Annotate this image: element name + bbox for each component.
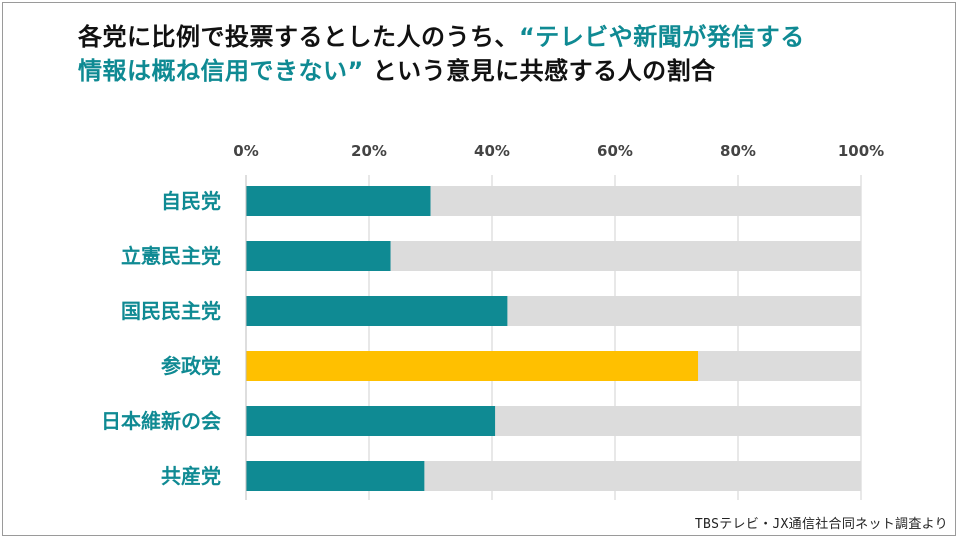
- x-tick-label: 100%: [838, 142, 884, 160]
- title-line1-highlight: “テレビや新聞が発信する: [519, 23, 805, 51]
- x-tick-label: 40%: [474, 142, 510, 160]
- bar: [246, 351, 699, 381]
- x-tick-label: 60%: [597, 142, 633, 160]
- category-label: 日本維新の会: [101, 409, 221, 433]
- category-label: 参政党: [161, 354, 221, 378]
- x-tick-label: 80%: [720, 142, 756, 160]
- title-line-2: 情報は概ね信用できない” という意見に共感する人の割合: [78, 54, 898, 88]
- category-label: 共産党: [161, 464, 221, 488]
- bar: [246, 461, 425, 491]
- source-note: TBSテレビ・JX通信社合同ネット調査より: [694, 517, 948, 532]
- title-line2-highlight: 情報は概ね信用できない”: [78, 57, 364, 85]
- bar: [246, 406, 496, 436]
- bar: [246, 296, 508, 326]
- category-label: 自民党: [161, 189, 221, 213]
- category-label: 国民民主党: [121, 299, 221, 323]
- title-line2-plain: という意見に共感する人の割合: [363, 57, 716, 85]
- bar: [246, 241, 391, 271]
- x-tick-label: 0%: [233, 142, 258, 160]
- bar: [246, 186, 431, 216]
- category-label: 立憲民主党: [121, 244, 221, 268]
- chart-title: 各党に比例で投票するとした人のうち、“テレビや新聞が発信する 情報は概ね信用でき…: [78, 20, 898, 88]
- title-line1-plain: 各党に比例で投票するとした人のうち、: [78, 23, 519, 51]
- x-tick-label: 20%: [351, 142, 387, 160]
- title-line-1: 各党に比例で投票するとした人のうち、“テレビや新聞が発信する: [78, 20, 898, 54]
